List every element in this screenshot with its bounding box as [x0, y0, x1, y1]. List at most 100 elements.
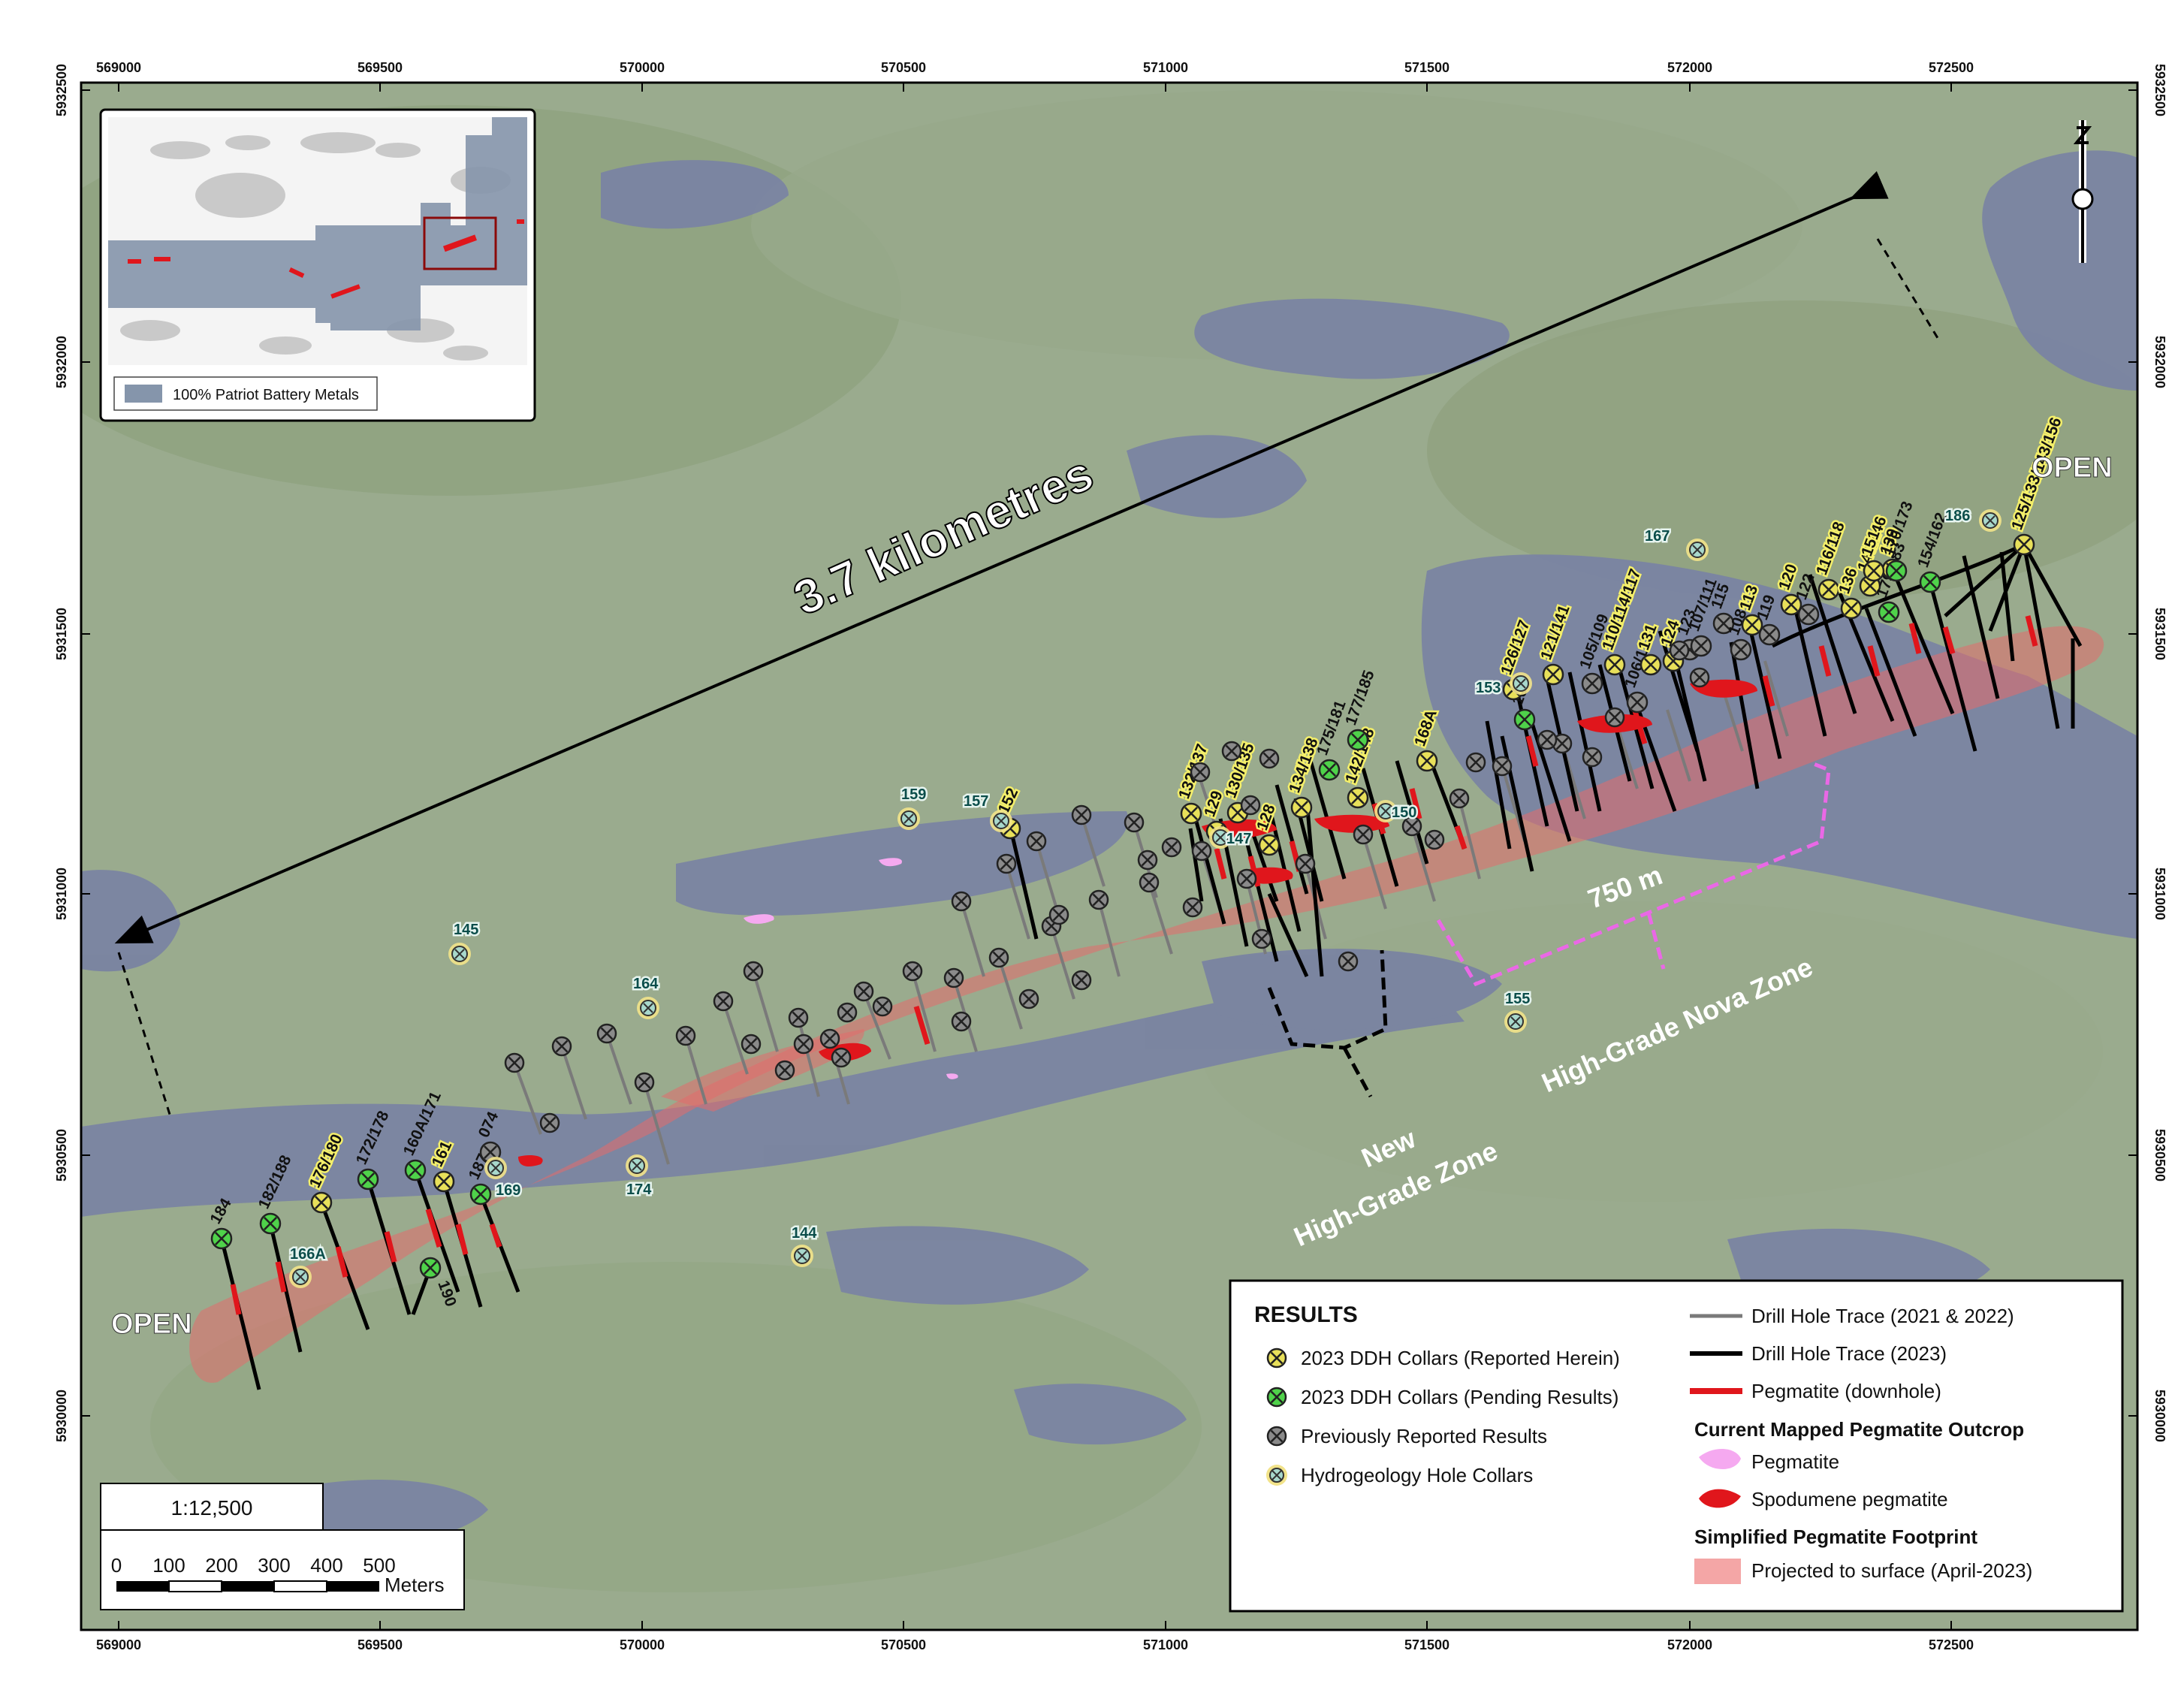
- collar-132-137[interactable]: [1180, 802, 1202, 825]
- collar-previous[interactable]: [551, 1036, 572, 1057]
- hydro-collar-167[interactable]: [1686, 539, 1709, 561]
- collar-previous[interactable]: [943, 967, 964, 988]
- collar-previous[interactable]: [1449, 788, 1470, 809]
- collar-175-181[interactable]: [1318, 759, 1341, 781]
- collar-110-114-117[interactable]: [1603, 653, 1626, 676]
- collar-previous[interactable]: [793, 1034, 814, 1055]
- collar-previous[interactable]: [1353, 824, 1374, 845]
- hydro-collar-153[interactable]: [1510, 672, 1532, 695]
- collar-previous[interactable]: [988, 947, 1009, 968]
- collar-previous[interactable]: [1182, 897, 1203, 918]
- collar-previous[interactable]: [1689, 667, 1710, 688]
- collar-116-118[interactable]: [1817, 578, 1840, 601]
- collar-previous[interactable]: [774, 1060, 795, 1081]
- collar-previous[interactable]: [1537, 729, 1558, 750]
- collar-170-173[interactable]: [1885, 560, 1908, 582]
- collar-previous[interactable]: [1295, 853, 1316, 874]
- collar-previous[interactable]: [1236, 868, 1257, 889]
- collar-previous[interactable]: [743, 961, 764, 982]
- collar-previous[interactable]: [951, 891, 972, 912]
- collar-161[interactable]: [433, 1170, 455, 1193]
- hydro-collar-159[interactable]: [897, 807, 920, 830]
- collar-previous[interactable]: [951, 1011, 972, 1032]
- collar-previous[interactable]: [1401, 816, 1422, 837]
- collar-previous[interactable]: [1552, 733, 1573, 754]
- collar-177-185[interactable]: [1347, 729, 1369, 751]
- collar-previous[interactable]: [1124, 812, 1145, 833]
- collar-previous[interactable]: [675, 1025, 696, 1046]
- collar-previous[interactable]: [741, 1034, 762, 1055]
- collar-122[interactable]: [1797, 603, 1820, 626]
- collar-previous[interactable]: [1338, 951, 1359, 972]
- collar-previous[interactable]: [831, 1047, 852, 1068]
- hydro-collar-147[interactable]: [1209, 826, 1232, 849]
- collar-160A-171[interactable]: [404, 1159, 427, 1181]
- collar-121-141[interactable]: [1542, 663, 1564, 686]
- hydro-collar-150[interactable]: [1374, 800, 1397, 822]
- hydro-collar-166A[interactable]: [289, 1266, 312, 1288]
- collar-142-148[interactable]: [1347, 786, 1369, 809]
- collar-previous[interactable]: [1424, 829, 1445, 850]
- collar-106-112[interactable]: [1626, 691, 1649, 714]
- collar-189[interactable]: [1513, 708, 1536, 731]
- collar-179-183[interactable]: [1878, 601, 1900, 623]
- collar-previous[interactable]: [1259, 748, 1280, 769]
- collar-previous[interactable]: [634, 1072, 655, 1093]
- collar-previous[interactable]: [1071, 970, 1092, 991]
- hydro-collar-144[interactable]: [791, 1245, 813, 1267]
- collar-previous[interactable]: [1161, 837, 1182, 858]
- hydro-collar-157[interactable]: [990, 810, 1012, 832]
- hydro-collar-145[interactable]: [448, 943, 471, 965]
- collar-previous[interactable]: [1048, 904, 1069, 925]
- collar-previous[interactable]: [1465, 752, 1486, 773]
- collar-previous[interactable]: [1582, 747, 1603, 768]
- collar-previous[interactable]: [1251, 928, 1272, 949]
- collar-previous[interactable]: [837, 1002, 858, 1023]
- collar-previous[interactable]: [1240, 795, 1261, 816]
- collar-105-109[interactable]: [1581, 672, 1603, 695]
- collar-previous[interactable]: [539, 1112, 560, 1133]
- collar-previous[interactable]: [1088, 889, 1109, 910]
- collar-120[interactable]: [1780, 593, 1802, 616]
- collar-168A[interactable]: [1416, 750, 1438, 772]
- hydro-collar-174[interactable]: [626, 1154, 648, 1177]
- collar-previous[interactable]: [1071, 804, 1092, 825]
- collar-previous[interactable]: [713, 991, 734, 1012]
- collar-previous[interactable]: [1018, 988, 1039, 1009]
- collar-172-178[interactable]: [357, 1168, 379, 1191]
- collar-previous[interactable]: [1221, 741, 1242, 762]
- collar-previous[interactable]: [504, 1052, 525, 1073]
- collar-128[interactable]: [1258, 834, 1281, 856]
- collar-previous[interactable]: [1604, 707, 1625, 728]
- collar-119[interactable]: [1758, 623, 1781, 646]
- collar-131[interactable]: [1640, 653, 1662, 676]
- collar-previous[interactable]: [872, 996, 893, 1017]
- collar-182-188[interactable]: [259, 1212, 282, 1235]
- collar-125-133-143-156[interactable]: [2013, 533, 2035, 556]
- hydro-collar-164[interactable]: [637, 997, 659, 1019]
- collar-previous[interactable]: [1190, 762, 1211, 783]
- collar-154-162[interactable]: [1919, 571, 1941, 593]
- collar-113[interactable]: [1741, 614, 1763, 636]
- collar-previous[interactable]: [902, 961, 923, 982]
- collar-previous[interactable]: [853, 981, 874, 1002]
- collar-151[interactable]: [1863, 560, 1885, 582]
- collar-184[interactable]: [210, 1227, 233, 1250]
- hydro-collar-186[interactable]: [1979, 509, 2001, 532]
- hydro-collar-169[interactable]: [484, 1157, 507, 1179]
- collar-previous[interactable]: [819, 1028, 840, 1049]
- collar-previous[interactable]: [1026, 831, 1047, 852]
- collar-107-111[interactable]: [1690, 635, 1712, 657]
- collar-176-180[interactable]: [310, 1191, 333, 1214]
- collar-136[interactable]: [1840, 597, 1863, 620]
- collar-previous[interactable]: [1492, 756, 1513, 777]
- collar-previous[interactable]: [596, 1023, 617, 1044]
- collar-190[interactable]: [419, 1257, 442, 1279]
- collar-previous[interactable]: [1669, 640, 1690, 661]
- collar-108[interactable]: [1730, 638, 1752, 661]
- collar-previous[interactable]: [1139, 872, 1160, 893]
- hydro-collar-155[interactable]: [1504, 1010, 1527, 1033]
- collar-134-138[interactable]: [1290, 796, 1313, 819]
- collar-previous[interactable]: [788, 1007, 809, 1028]
- collar-187[interactable]: [469, 1183, 492, 1206]
